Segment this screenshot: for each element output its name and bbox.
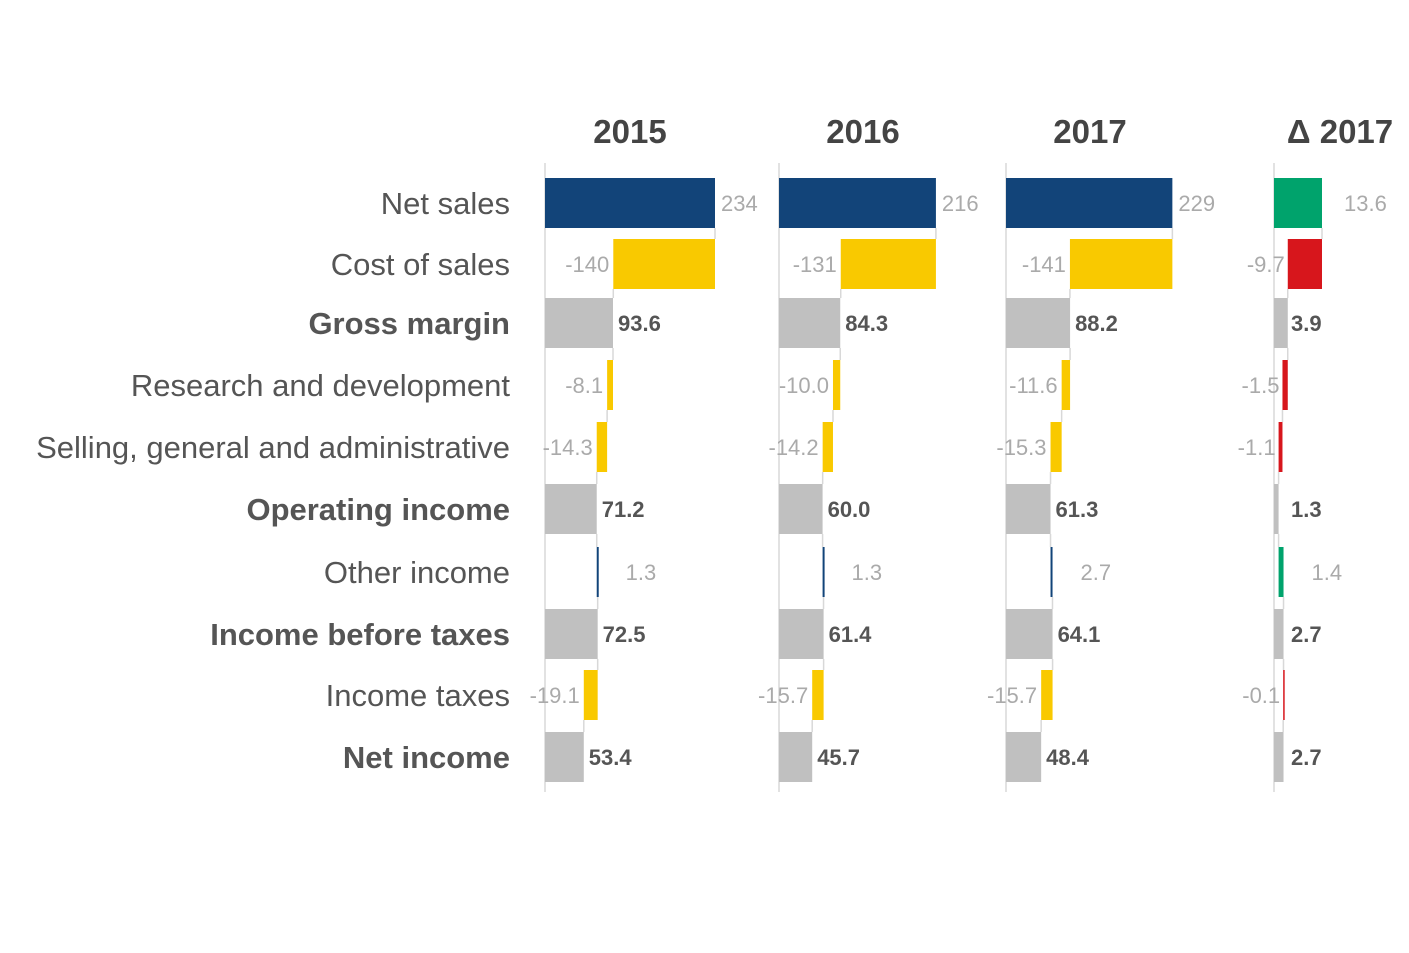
bar-gross-margin [779, 298, 841, 348]
bar-selling-general-and-administrative [596, 422, 608, 472]
delta-label-selling-general-and-administrative: -1.1 [1238, 435, 1276, 460]
bar-cost-of-sales [613, 239, 715, 289]
bar-other-income [822, 547, 825, 597]
bar-net-income [1006, 732, 1042, 782]
delta-label-net-sales: 13.6 [1344, 191, 1387, 216]
bar-operating-income [779, 484, 823, 534]
bar-operating-income [1006, 484, 1051, 534]
delta-label-net-income: 2.7 [1291, 745, 1322, 770]
delta-bar-selling-general-and-administrative [1278, 422, 1283, 472]
value-label-operating-income: 71.2 [602, 497, 645, 522]
bar-research-and-development [1061, 360, 1071, 410]
row-label-income-before-taxes: Income before taxes [210, 617, 510, 652]
value-label-research-and-development: -11.6 [1009, 373, 1058, 398]
bar-net-sales [545, 178, 715, 228]
value-label-operating-income: 60.0 [828, 497, 871, 522]
row-label-selling-general-and-administrative: Selling, general and administrative [36, 430, 510, 465]
value-label-other-income: 2.7 [1080, 560, 1111, 585]
value-label-other-income: 1.3 [626, 560, 657, 585]
delta-label-cost-of-sales: -9.7 [1247, 252, 1285, 277]
column-header: 2015 [593, 113, 666, 150]
delta-bar-cost-of-sales [1287, 239, 1322, 289]
bar-operating-income [545, 484, 597, 534]
bar-research-and-development [607, 360, 613, 410]
value-label-net-sales: 216 [942, 191, 979, 216]
row-label-net-sales: Net sales [381, 186, 510, 221]
bar-research-and-development [832, 360, 841, 410]
row-label-other-income: Other income [324, 555, 510, 590]
bar-selling-general-and-administrative [1050, 422, 1062, 472]
column-header: Δ 2017 [1287, 113, 1393, 150]
bar-income-taxes [583, 670, 598, 720]
column-delta-2017: Δ 2017 13.6 -9.7 3.9 -1.5 -1.1 1.3 1.4 2.7 -0.1 2.… [1238, 113, 1393, 792]
delta-bar-research-and-development [1282, 360, 1288, 410]
row-label-cost-of-sales: Cost of sales [331, 247, 510, 282]
bar-net-sales [779, 178, 936, 228]
value-label-research-and-development: -8.1 [565, 373, 603, 398]
column-2016: 2016 216 -131 84.3 -10.0 -14.2 60.0 1.3 61.4 -15.… [758, 113, 979, 792]
bar-net-income [545, 732, 584, 782]
row-label-research-and-development: Research and development [131, 368, 511, 403]
value-label-selling-general-and-administrative: -14.3 [543, 435, 593, 460]
bar-income-before-taxes [545, 609, 598, 659]
bar-gross-margin [1006, 298, 1071, 348]
value-label-selling-general-and-administrative: -14.2 [769, 435, 819, 460]
value-label-net-sales: 229 [1178, 191, 1215, 216]
bar-selling-general-and-administrative [822, 422, 833, 472]
column-header: 2017 [1053, 113, 1126, 150]
bar-other-income [1050, 547, 1053, 597]
value-label-selling-general-and-administrative: -15.3 [996, 435, 1046, 460]
delta-label-other-income: 1.4 [1312, 560, 1343, 585]
delta-bar-operating-income [1274, 484, 1279, 534]
bar-cost-of-sales [1069, 239, 1173, 289]
value-label-gross-margin: 93.6 [618, 311, 661, 336]
row-label-gross-margin: Gross margin [308, 306, 510, 341]
bar-income-before-taxes [779, 609, 824, 659]
value-label-gross-margin: 84.3 [845, 311, 888, 336]
row-label-income-taxes: Income taxes [326, 678, 510, 713]
delta-label-income-taxes: -0.1 [1242, 683, 1280, 708]
value-label-other-income: 1.3 [852, 560, 883, 585]
bar-income-taxes [1041, 670, 1053, 720]
value-label-income-taxes: -15.7 [987, 683, 1037, 708]
delta-bar-net-sales [1274, 178, 1322, 228]
row-label-net-income: Net income [343, 740, 510, 775]
value-label-cost-of-sales: -141 [1022, 252, 1066, 277]
delta-bar-net-income [1274, 732, 1284, 782]
value-label-net-income: 48.4 [1046, 745, 1090, 770]
value-label-cost-of-sales: -140 [565, 252, 609, 277]
value-label-gross-margin: 88.2 [1075, 311, 1118, 336]
value-label-income-taxes: -15.7 [758, 683, 808, 708]
bar-income-before-taxes [1006, 609, 1053, 659]
value-label-income-taxes: -19.1 [530, 683, 580, 708]
delta-bar-income-taxes [1283, 670, 1285, 720]
bar-income-taxes [812, 670, 824, 720]
column-2015: 2015 234 -140 93.6 -8.1 -14.3 71.2 1.3 72.5 -19.1… [530, 113, 758, 792]
column-header: 2016 [826, 113, 899, 150]
delta-bar-income-before-taxes [1274, 609, 1284, 659]
value-label-income-before-taxes: 72.5 [603, 622, 646, 647]
value-label-net-sales: 234 [721, 191, 758, 216]
bar-cost-of-sales [840, 239, 936, 289]
value-label-net-income: 53.4 [589, 745, 633, 770]
value-label-income-before-taxes: 61.4 [829, 622, 873, 647]
value-label-net-income: 45.7 [817, 745, 860, 770]
delta-label-gross-margin: 3.9 [1291, 311, 1322, 336]
value-label-research-and-development: -10.0 [779, 373, 829, 398]
delta-label-research-and-development: -1.5 [1242, 373, 1280, 398]
bar-net-income [779, 732, 813, 782]
value-label-cost-of-sales: -131 [793, 252, 837, 277]
delta-bar-gross-margin [1274, 298, 1288, 348]
column-2017: 2017 229 -141 88.2 -11.6 -15.3 61.3 2.7 64.1 -15.… [987, 113, 1215, 792]
bar-gross-margin [545, 298, 613, 348]
bar-net-sales [1006, 178, 1173, 228]
delta-label-income-before-taxes: 2.7 [1291, 622, 1322, 647]
row-label-operating-income: Operating income [246, 492, 510, 527]
value-label-income-before-taxes: 64.1 [1058, 622, 1101, 647]
delta-bar-other-income [1278, 547, 1284, 597]
value-label-operating-income: 61.3 [1056, 497, 1099, 522]
delta-label-operating-income: 1.3 [1291, 497, 1322, 522]
bar-other-income [596, 547, 599, 597]
